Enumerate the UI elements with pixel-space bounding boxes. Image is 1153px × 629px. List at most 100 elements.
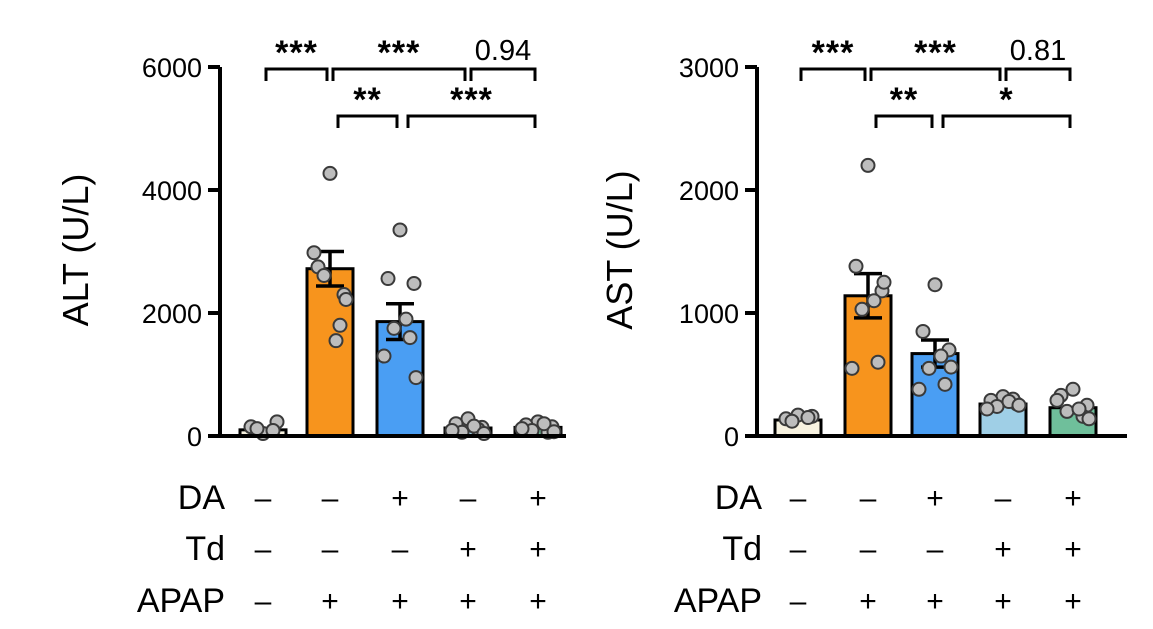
data-point xyxy=(476,426,492,442)
data-point xyxy=(979,401,995,417)
condition-sign: + xyxy=(391,585,409,618)
data-point xyxy=(406,275,422,291)
data-point xyxy=(937,376,953,392)
y-tick-label: 0 xyxy=(187,422,202,452)
condition-label: Td xyxy=(185,530,225,568)
y-tick-label: 2000 xyxy=(142,299,202,329)
condition-sign: + xyxy=(529,482,547,515)
condition-sign: – xyxy=(460,482,477,515)
data-point xyxy=(392,222,408,238)
condition-sign: + xyxy=(459,533,477,566)
significance-label: ** xyxy=(890,81,918,119)
significance-label: *** xyxy=(275,34,318,72)
significance-bracket xyxy=(799,67,867,81)
condition-sign: – xyxy=(790,533,807,566)
condition-sign: + xyxy=(1064,533,1082,566)
condition-label: DA xyxy=(178,479,226,517)
y-axis-label: ALT (U/L) xyxy=(55,174,96,327)
data-point xyxy=(784,413,800,429)
condition-sign: – xyxy=(392,533,409,566)
significance-label: *** xyxy=(378,34,421,72)
condition-sign: + xyxy=(1064,482,1082,515)
significance-label: 0.94 xyxy=(475,35,531,67)
data-point xyxy=(376,348,392,364)
data-point xyxy=(536,416,552,432)
y-axis-label: AST (U/L) xyxy=(599,170,640,329)
data-point xyxy=(402,330,418,346)
significance-bracket xyxy=(331,67,467,81)
data-point xyxy=(466,418,482,434)
data-point xyxy=(876,274,892,290)
condition-sign: + xyxy=(529,533,547,566)
condition-sign: – xyxy=(255,585,272,618)
significance-bracket xyxy=(264,67,329,81)
data-point xyxy=(380,271,396,287)
condition-sign: + xyxy=(994,585,1012,618)
condition-sign: + xyxy=(321,585,339,618)
condition-label: APAP xyxy=(137,582,225,620)
data-point xyxy=(866,293,882,309)
data-point xyxy=(860,157,876,173)
data-point xyxy=(800,410,816,426)
significance-bracket xyxy=(874,114,934,128)
data-point xyxy=(943,359,959,375)
data-point xyxy=(854,301,870,317)
significance-label: ** xyxy=(353,81,381,119)
condition-sign: + xyxy=(859,585,877,618)
significance-label: 0.81 xyxy=(1010,35,1066,67)
significance-label: *** xyxy=(450,81,493,119)
condition-sign: – xyxy=(790,482,807,515)
data-point xyxy=(1059,403,1075,419)
condition-sign: – xyxy=(255,482,272,515)
data-point xyxy=(408,370,424,386)
data-point xyxy=(848,258,864,274)
significance-bracket xyxy=(469,67,537,81)
data-point xyxy=(844,360,860,376)
condition-sign: + xyxy=(391,482,409,515)
data-point xyxy=(514,421,530,437)
data-point xyxy=(386,320,402,336)
significance-bracket xyxy=(1004,67,1072,81)
data-point xyxy=(322,165,338,181)
condition-sign: + xyxy=(459,585,477,618)
data-point xyxy=(1071,401,1087,417)
condition-label: DA xyxy=(715,479,763,517)
data-point xyxy=(338,291,354,307)
condition-label: Td xyxy=(722,530,762,568)
condition-sign: + xyxy=(926,585,944,618)
data-point xyxy=(933,348,949,364)
y-tick-label: 0 xyxy=(724,422,739,452)
condition-sign: – xyxy=(255,533,272,566)
significance-bracket xyxy=(406,114,537,128)
significance-bracket xyxy=(941,114,1072,128)
y-tick-label: 1000 xyxy=(679,299,739,329)
significance-label: *** xyxy=(914,34,957,72)
y-tick-label: 3000 xyxy=(679,53,739,83)
data-point xyxy=(328,333,344,349)
data-point xyxy=(316,267,332,283)
data-point xyxy=(398,311,414,327)
condition-sign: + xyxy=(529,585,547,618)
data-point xyxy=(1049,392,1065,408)
data-point xyxy=(1011,397,1027,413)
data-point xyxy=(249,421,265,437)
data-point xyxy=(870,354,886,370)
data-point xyxy=(915,323,931,339)
data-point xyxy=(332,317,348,333)
data-point xyxy=(927,277,943,293)
condition-sign: + xyxy=(1064,585,1082,618)
significance-bracket xyxy=(336,114,399,128)
data-point xyxy=(911,381,927,397)
condition-sign: – xyxy=(322,482,339,515)
data-point xyxy=(921,360,937,376)
condition-sign: – xyxy=(995,482,1012,515)
y-tick-label: 6000 xyxy=(142,53,202,83)
y-tick-label: 4000 xyxy=(142,176,202,206)
condition-sign: + xyxy=(994,533,1012,566)
significance-bracket xyxy=(869,67,1002,81)
significance-label: *** xyxy=(812,34,855,72)
data-point xyxy=(1065,381,1081,397)
